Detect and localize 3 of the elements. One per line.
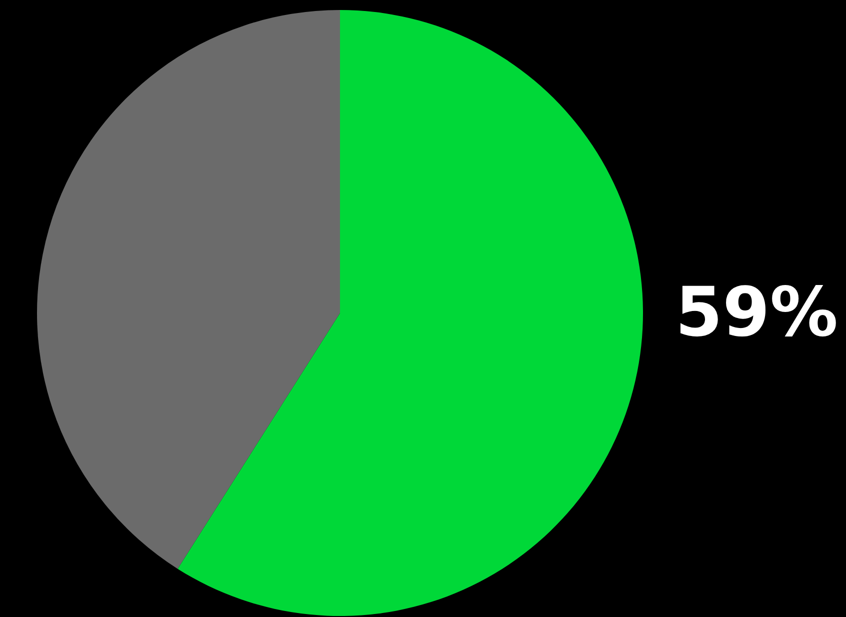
pie-slice	[178, 10, 643, 616]
pie-slice	[37, 10, 340, 569]
data-label: 59%	[675, 274, 838, 352]
